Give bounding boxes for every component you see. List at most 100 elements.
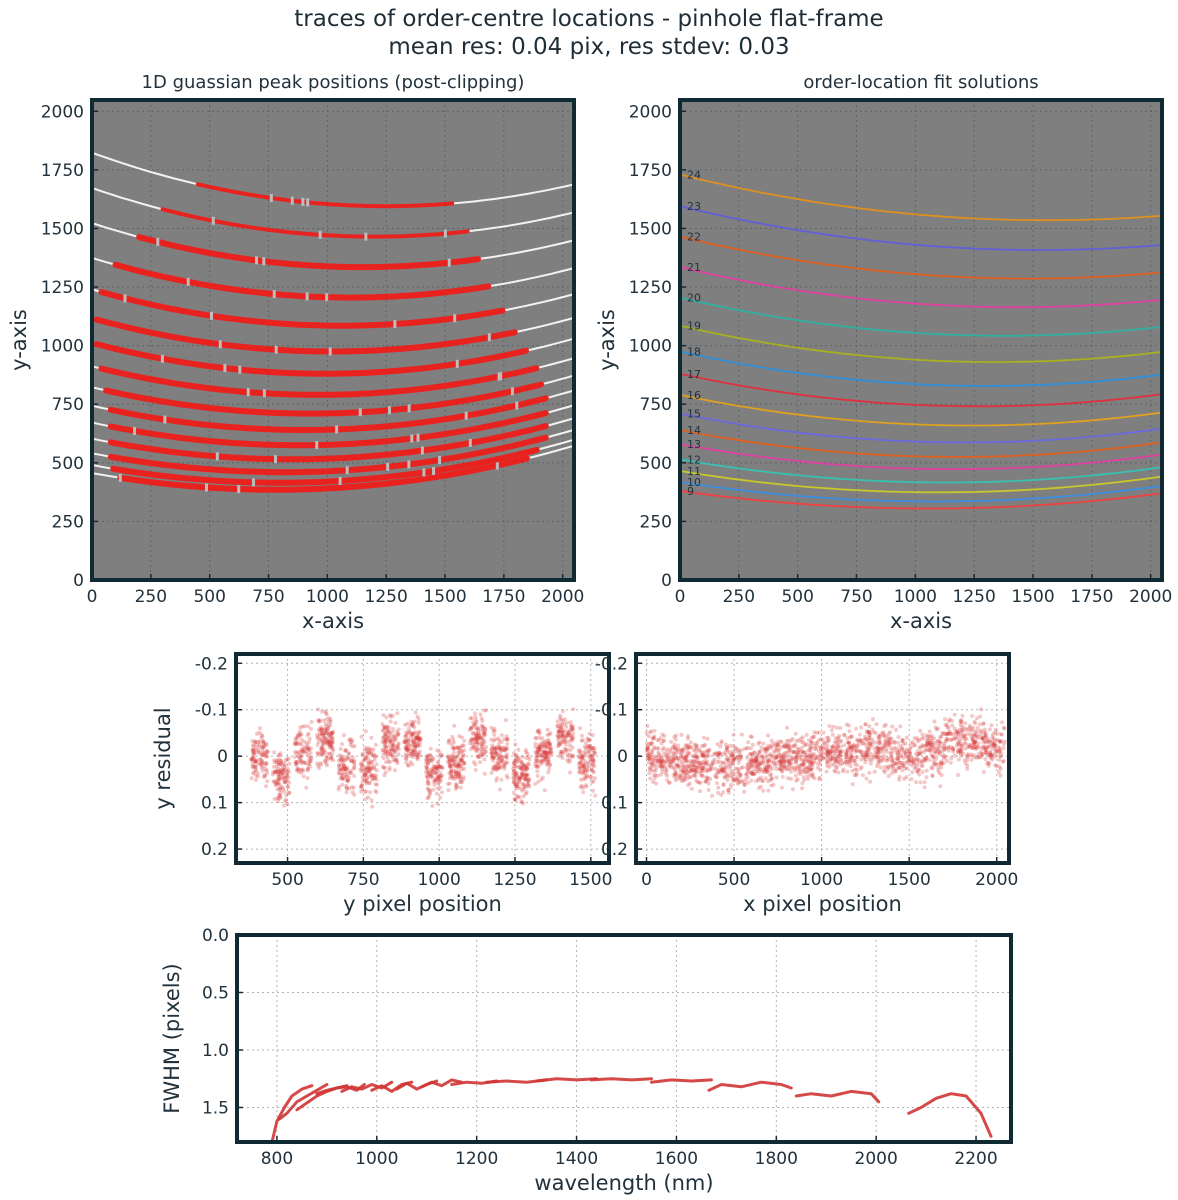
resid-y-point bbox=[271, 770, 276, 775]
resid-x-point bbox=[998, 766, 1003, 771]
resid-x-point bbox=[836, 743, 841, 748]
resid-y-point bbox=[274, 769, 279, 774]
resid-x-point bbox=[659, 762, 664, 767]
peaks-clipped-point bbox=[455, 359, 459, 368]
resid-y-point bbox=[345, 778, 350, 783]
resid-y-point bbox=[556, 734, 561, 739]
resid-x-point bbox=[909, 777, 914, 782]
resid-y-point bbox=[540, 775, 545, 780]
resid-y-point bbox=[570, 727, 575, 732]
resid-x-point bbox=[923, 758, 928, 763]
resid-y-point bbox=[540, 749, 545, 754]
peaks-xtick-label: 500 bbox=[193, 587, 225, 607]
resid-x-point bbox=[903, 751, 908, 756]
resid-x-point bbox=[848, 735, 852, 740]
resid-y-point bbox=[519, 766, 524, 771]
resid-y-point bbox=[404, 744, 409, 749]
resid-x-point bbox=[729, 782, 734, 787]
resid-x-point bbox=[778, 767, 783, 772]
resid-y-point bbox=[586, 761, 591, 766]
resid-x-point bbox=[940, 749, 945, 754]
resid-y-point bbox=[308, 746, 313, 751]
resid-y-point bbox=[261, 752, 266, 756]
resid-y-point bbox=[592, 750, 597, 755]
resid-x-point bbox=[795, 751, 800, 755]
resid-x-point bbox=[645, 747, 650, 752]
resid-y-point bbox=[511, 763, 516, 768]
resid-y-point bbox=[543, 754, 548, 759]
resid-y-point bbox=[322, 748, 327, 753]
resid-x-point bbox=[797, 756, 802, 761]
resid-x-point bbox=[815, 756, 819, 761]
resid-y-point bbox=[535, 763, 540, 768]
resid-y-point bbox=[479, 736, 484, 741]
resid-x-point bbox=[930, 766, 935, 771]
resid-x-point bbox=[954, 732, 959, 737]
resid-y-point bbox=[326, 742, 331, 747]
resid-y-point bbox=[252, 748, 256, 753]
resid-y-point bbox=[316, 719, 321, 723]
resid-x-point bbox=[948, 731, 953, 736]
resid-y-point bbox=[394, 757, 399, 762]
resid-x-point bbox=[655, 773, 660, 778]
resid-y-point bbox=[522, 783, 527, 788]
resid-x-point bbox=[865, 750, 869, 755]
resid-y-plot-area bbox=[236, 654, 609, 863]
resid-y-point bbox=[360, 751, 365, 756]
resid-x-point bbox=[708, 777, 713, 781]
resid-y-point bbox=[564, 733, 569, 738]
resid-y-point bbox=[394, 748, 399, 753]
resid-y-point bbox=[459, 757, 464, 762]
resid-y-point bbox=[316, 718, 321, 723]
resid-x-point bbox=[762, 756, 767, 761]
resid-x-point bbox=[675, 756, 680, 761]
resid-x-point bbox=[774, 754, 779, 759]
resid-x-point bbox=[919, 749, 924, 754]
peaks-clipped-point bbox=[364, 232, 368, 241]
resid-x-point bbox=[756, 751, 761, 755]
resid-x-point bbox=[718, 764, 723, 769]
resid-y-point bbox=[526, 783, 531, 788]
peaks-clipped-point bbox=[468, 438, 472, 447]
resid-y-point bbox=[280, 769, 284, 774]
resid-x-point bbox=[760, 761, 765, 766]
resid-y-point bbox=[281, 775, 286, 780]
resid-x-point bbox=[750, 771, 755, 776]
resid-y-point bbox=[260, 745, 265, 750]
resid-x-point bbox=[807, 767, 812, 772]
resid-x-point bbox=[809, 740, 813, 745]
resid-y-point bbox=[580, 754, 585, 759]
resid-y-point bbox=[425, 775, 430, 780]
resid-y-point bbox=[548, 747, 553, 752]
resid-x-point bbox=[832, 753, 837, 758]
fwhm-segment-11 bbox=[590, 1077, 653, 1082]
resid-y-point bbox=[384, 760, 388, 765]
peaks-clipped-point bbox=[156, 237, 160, 246]
resid-x-point bbox=[660, 767, 665, 772]
resid-x-point bbox=[721, 769, 726, 774]
peaks-clipped-point bbox=[335, 425, 339, 434]
resid-y-point bbox=[480, 718, 485, 723]
resid-y-point bbox=[498, 746, 503, 751]
resid-x-point bbox=[970, 733, 975, 738]
resid-y-point bbox=[384, 738, 389, 743]
resid-y-point bbox=[579, 756, 584, 761]
resid-y-point bbox=[562, 746, 567, 751]
resid-y-point bbox=[370, 804, 375, 809]
peaks-clipped-point bbox=[160, 354, 164, 363]
resid-y-point bbox=[537, 728, 541, 733]
resid-y-point bbox=[319, 728, 324, 733]
resid-y-point bbox=[415, 735, 420, 740]
resid-x-point bbox=[809, 756, 814, 761]
resid-x-point bbox=[675, 764, 680, 769]
resid-x-point bbox=[830, 744, 835, 749]
resid-x-point bbox=[754, 756, 759, 761]
resid-y-point bbox=[384, 726, 389, 731]
resid-x-point bbox=[825, 748, 830, 753]
resid-x-point bbox=[895, 752, 900, 757]
fits-xtick-label: 2000 bbox=[1129, 587, 1172, 607]
resid-x-point bbox=[986, 740, 991, 745]
resid-y-point bbox=[327, 745, 332, 750]
resid-x-point bbox=[921, 735, 926, 740]
resid-y-point bbox=[323, 759, 327, 764]
